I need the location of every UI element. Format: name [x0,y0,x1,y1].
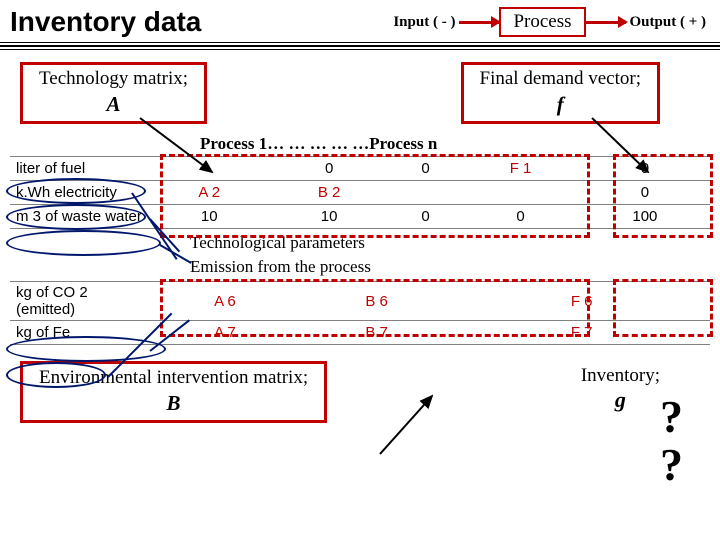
env-matrix-symbol: B [39,390,308,416]
cell [657,321,710,345]
cell: F 6 [507,282,657,321]
input-label: Input ( - ) [389,14,459,31]
cell [453,282,506,321]
cell [657,282,710,321]
cell: 0 [390,157,462,181]
inventory-label: Inventory; g [581,351,660,413]
io-row: Input ( - ) Process Output ( + ) [221,7,710,37]
tech-matrix-box: Technology matrix; A [20,62,207,124]
triple-rule [0,42,720,50]
process-box: Process [499,7,585,37]
cell [461,181,579,205]
input-arrow [459,21,499,24]
tech-matrix-text: Technology matrix; [39,67,188,91]
inventory-text: Inventory; [581,365,660,387]
table-row: liter of fuel00F 10 [10,157,710,181]
cell: 10 [268,205,389,229]
final-demand-symbol: f [480,91,641,117]
cell: A 2 [150,181,268,205]
cell: B 7 [300,321,454,345]
tech-matrix-symbol: A [39,91,188,117]
table-a-wrap: liter of fuel00F 10k.Wh electricityA 2B … [10,156,710,229]
question-mark-2: ? [660,438,683,491]
table-row: kg of CO 2 (emitted)A 6B 6 F 6 [10,282,710,321]
cell: 0 [461,205,579,229]
inventory-symbol: g [581,387,660,413]
cell [150,157,268,181]
cell: 0 [390,205,462,229]
cell: B 6 [300,282,454,321]
anno-emission: Emission from the process [0,257,720,277]
cell: 0 [268,157,389,181]
table-row: kg of FeA 7B 7F 7 [10,321,710,345]
cell: 10 [150,205,268,229]
page-title: Inventory data [10,6,201,38]
cell [390,181,462,205]
cell: 0 [580,181,710,205]
cell: F 1 [461,157,579,181]
matrix-labels-row: Technology matrix; A Final demand vector… [0,62,720,124]
table-b: kg of CO 2 (emitted)A 6B 6F 6kg of FeA 7… [10,281,710,345]
row-label: k.Wh electricity [10,181,150,205]
cell: 0 [580,157,710,181]
table-row: m 3 of waste water101000100 [10,205,710,229]
process-span-label: Process 1… … … … …Process n [0,134,720,154]
question-mark-1: ? [660,390,683,443]
row-label: kg of Fe [10,321,150,345]
cell: B 2 [268,181,389,205]
anno-tech-params: Technological parameters [0,233,720,253]
row-label: liter of fuel [10,157,150,181]
row-label: kg of CO 2 (emitted) [10,282,150,321]
cell: F 7 [507,321,657,345]
table-row: k.Wh electricityA 2B 2 0 [10,181,710,205]
title-bar: Inventory data Input ( - ) Process Outpu… [0,0,720,38]
row-label: m 3 of waste water [10,205,150,229]
cell: 100 [580,205,710,229]
final-demand-text: Final demand vector; [480,67,641,91]
output-label: Output ( + ) [626,14,710,31]
env-matrix-text: Environmental intervention matrix; [39,366,308,390]
cell [453,321,506,345]
table-a: liter of fuel00F 10k.Wh electricityA 2B … [10,156,710,229]
final-demand-box: Final demand vector; f [461,62,660,124]
output-arrow [586,21,626,24]
cell: A 6 [150,282,300,321]
bottom-row: Environmental intervention matrix; B Inv… [0,345,720,423]
env-matrix-box: Environmental intervention matrix; B [20,361,327,423]
table-b-wrap: kg of CO 2 (emitted)A 6B 6F 6kg of FeA 7… [10,281,710,345]
